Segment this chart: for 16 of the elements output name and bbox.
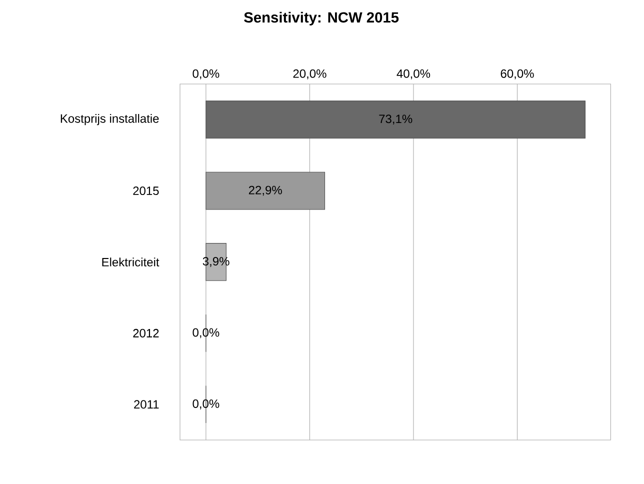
y-tick-label: Elektriciteit [102,258,160,266]
chart-title: Sensitivity: NCW 2015 [244,12,399,26]
data-label: 22,9% [248,186,282,196]
data-label: 73,1% [379,114,412,125]
x-tick-label: 40,0% [396,69,430,80]
x-tick-label: 60,0% [500,69,534,80]
data-label: 0,0% [192,328,220,338]
y-tick-label: 2015 [133,186,159,196]
y-tick-label: 2012 [133,328,159,338]
x-tick-label: 20,0% [293,69,326,80]
y-tick-label: Kostprijs installatie [60,114,159,126]
data-label: 3,9% [202,257,230,267]
x-tick-label: 0,0% [192,69,220,80]
bar [206,100,586,139]
data-label: 0,0% [192,399,220,410]
y-tick-label: 2011 [134,400,159,409]
